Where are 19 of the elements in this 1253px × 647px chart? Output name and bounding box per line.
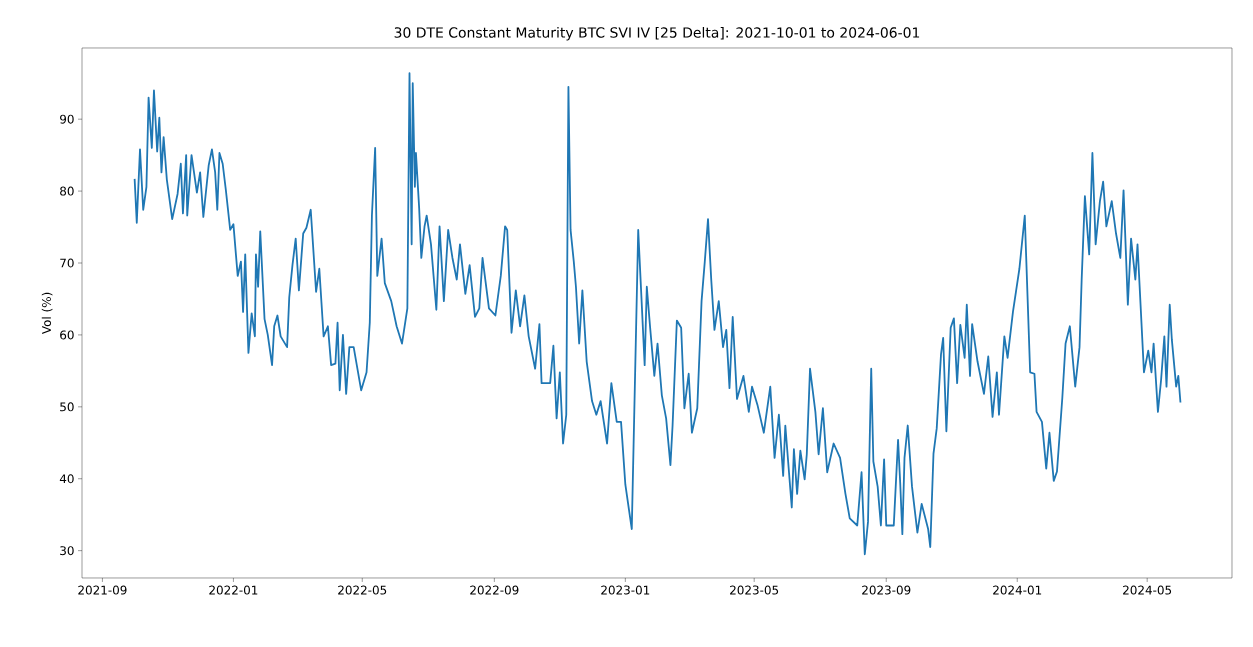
y-tick-label: 40 [59, 474, 74, 484]
x-tick-label: 2022-05 [338, 585, 387, 595]
y-tick-label: 70 [60, 258, 74, 268]
line-series [133, 72, 1182, 556]
y-tick-label: 80 [60, 186, 74, 196]
y-tick-label: 30 [60, 546, 74, 556]
x-tick-label: 2022-01 [209, 585, 258, 595]
x-tick-label: 2023-05 [730, 585, 779, 595]
x-tick-label: 2023-01 [601, 585, 650, 595]
chart-title: 30 DTE Constant Maturity BTC SVI IV [25 Delta]: 2021-10-01 to 2024-06-01 [394, 26, 920, 41]
y-tick-label: 90 [60, 114, 74, 124]
x-tick-label: 2023-09 [862, 585, 911, 595]
y-axis-title: Vol (%) [41, 292, 53, 335]
x-tick-label: 2024-05 [1123, 585, 1172, 595]
y-tick-label: 60 [60, 330, 74, 340]
y-tick-label: 50 [60, 402, 74, 412]
x-tick-label: 2021-09 [78, 585, 127, 595]
x-tick-label: 2022-09 [470, 585, 519, 595]
x-tick-label: 2024-01 [993, 585, 1042, 595]
